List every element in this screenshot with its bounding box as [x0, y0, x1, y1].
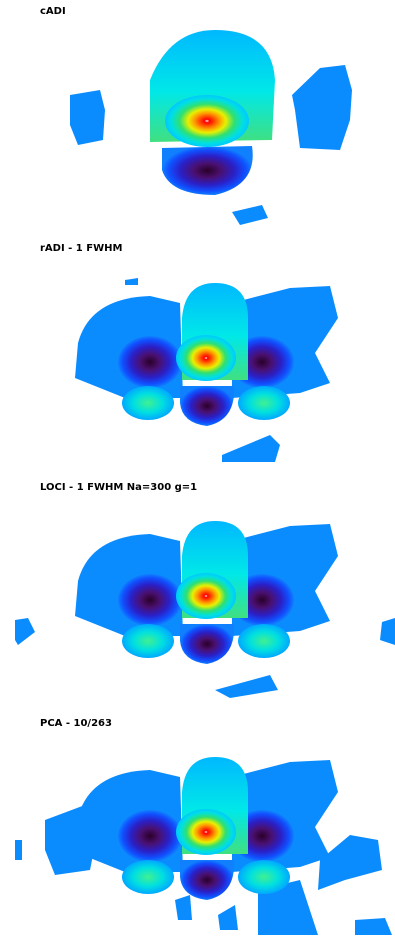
- panel-image: [15, 521, 395, 698]
- panel-title: LOCI - 1 FWHM Na=300 g=1: [40, 482, 197, 493]
- panel-title: cADI: [40, 6, 66, 17]
- panel-title: PCA - 10/263: [40, 718, 112, 729]
- panel-title: rADI - 1 FWHM: [40, 243, 122, 254]
- panel-image: [75, 278, 338, 462]
- panel-image: [70, 30, 352, 225]
- panel-image: [15, 757, 392, 935]
